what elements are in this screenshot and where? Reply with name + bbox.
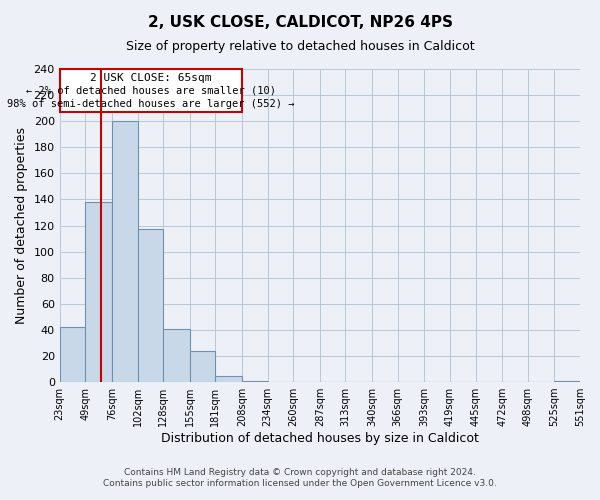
- Bar: [554, 381, 580, 382]
- Bar: [163, 328, 190, 382]
- Bar: [190, 351, 215, 382]
- Text: 2, USK CLOSE, CALDICOT, NP26 4PS: 2, USK CLOSE, CALDICOT, NP26 4PS: [148, 15, 452, 30]
- Text: 2 USK CLOSE: 65sqm: 2 USK CLOSE: 65sqm: [90, 73, 212, 83]
- Y-axis label: Number of detached properties: Number of detached properties: [15, 127, 28, 324]
- Bar: [112, 121, 137, 382]
- Bar: [215, 376, 242, 382]
- Text: Contains HM Land Registry data © Crown copyright and database right 2024.
Contai: Contains HM Land Registry data © Crown c…: [103, 468, 497, 487]
- X-axis label: Distribution of detached houses by size in Caldicot: Distribution of detached houses by size …: [161, 432, 479, 445]
- Bar: [242, 381, 268, 382]
- Bar: [85, 202, 112, 382]
- Text: Size of property relative to detached houses in Caldicot: Size of property relative to detached ho…: [125, 40, 475, 53]
- Text: 98% of semi-detached houses are larger (552) →: 98% of semi-detached houses are larger (…: [7, 99, 295, 109]
- Text: ← 2% of detached houses are smaller (10): ← 2% of detached houses are smaller (10): [26, 86, 276, 96]
- Bar: [59, 328, 85, 382]
- Bar: [137, 230, 163, 382]
- FancyBboxPatch shape: [59, 69, 242, 112]
